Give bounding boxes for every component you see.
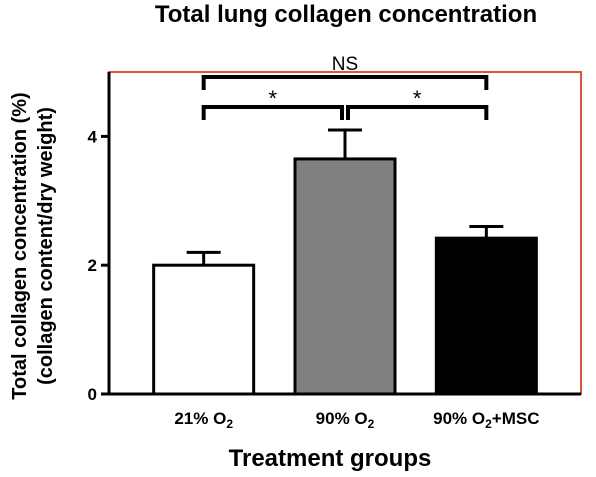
bar [293,157,397,396]
bar [434,236,538,396]
significance-brackets: * * NS [201,54,489,120]
significance-label: NS [332,54,358,75]
bars [152,128,538,396]
x-tick-label: 90% O2+MSC [433,409,539,431]
significance-bracket [201,75,489,90]
significance-label: * [269,86,278,111]
x-tick-label: 90% O2 [316,409,375,431]
significance-label: * [413,86,422,111]
y-tick-label: 0 [88,385,97,404]
y-ticks: 0 2 4 [88,127,109,404]
category-labels: 21% O2 90% O2 90% O2+MSC [174,409,539,431]
x-axis-label: Treatment groups [229,445,432,472]
bar [152,263,256,396]
significance-bracket [201,105,344,120]
significance-bracket [346,105,489,120]
y-axis-label-line-2: (collagen content/dry weight) [35,107,57,385]
y-tick-label: 2 [88,256,97,275]
y-tick-label: 4 [88,127,98,146]
x-tick-label: 21% O2 [174,409,233,431]
y-axis-label-line-1: Total collagen concentration (%) [9,92,31,399]
chart-title: Total lung collagen concentration [155,1,537,28]
